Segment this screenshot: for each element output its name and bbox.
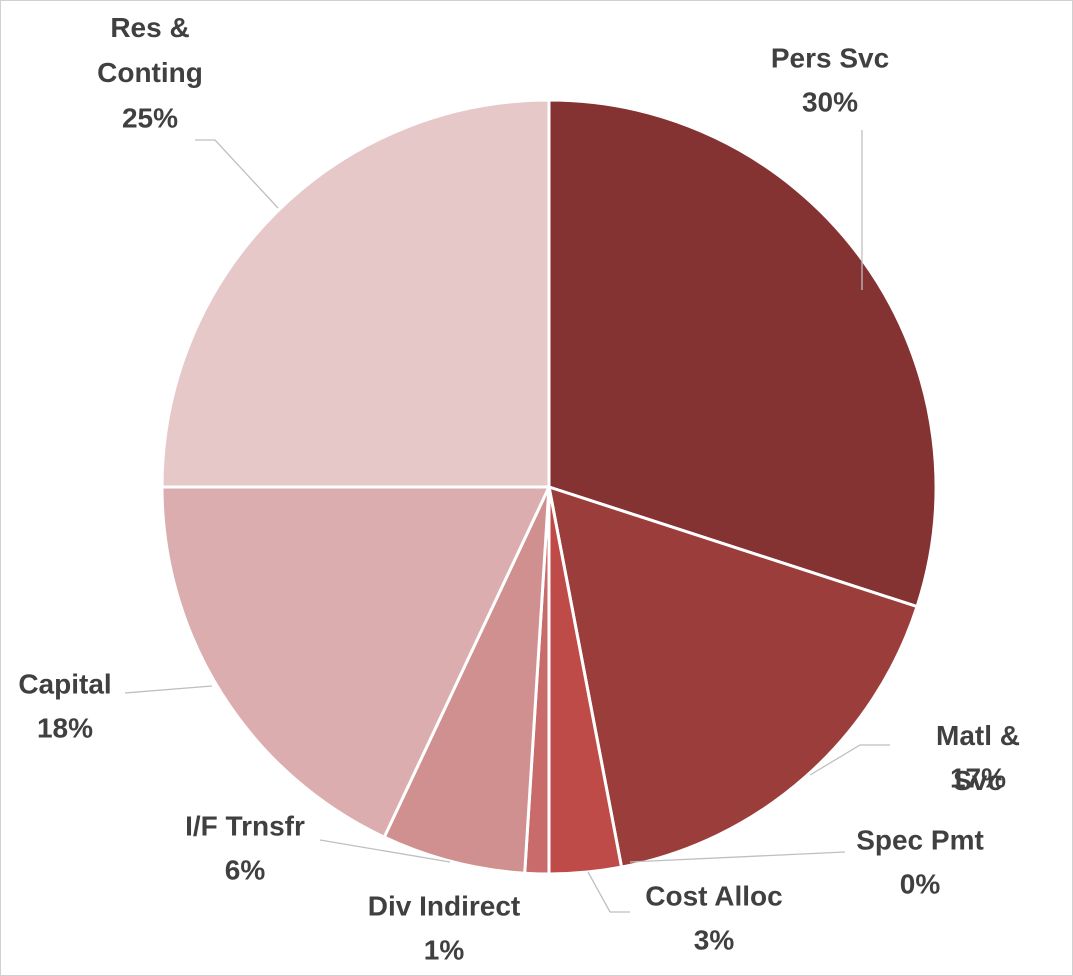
leader-line — [195, 139, 279, 209]
leader-line — [124, 685, 213, 694]
value-label: 25% — [122, 102, 178, 133]
value-label: 6% — [225, 854, 266, 885]
pie-slice — [160, 98, 551, 489]
category-label: Pers Svc — [771, 42, 889, 73]
leader-line — [319, 839, 451, 863]
pie-slice — [160, 485, 551, 839]
category-label: I/F Trnsfr — [185, 810, 305, 841]
category-label: Res & Conting — [97, 12, 203, 88]
value-label: 3% — [694, 924, 735, 955]
pie — [160, 98, 938, 876]
pie-slice — [382, 485, 551, 875]
leader-line — [809, 744, 890, 776]
category-label: Spec Pmt — [856, 824, 984, 855]
value-label: 18% — [37, 712, 93, 743]
category-label: Matl & Svc — [936, 720, 1020, 796]
leader-lines — [124, 130, 890, 913]
value-label: 17% — [950, 762, 1006, 793]
pie-slice — [547, 485, 919, 869]
category-label: Cost Alloc — [645, 880, 782, 911]
value-label: 30% — [802, 86, 858, 117]
value-label: 0% — [900, 868, 941, 899]
value-label: 1% — [424, 934, 465, 965]
leader-line — [629, 851, 846, 863]
category-label: Div Indirect — [368, 890, 520, 921]
leader-line — [587, 871, 630, 913]
category-label: Capital — [18, 668, 111, 699]
